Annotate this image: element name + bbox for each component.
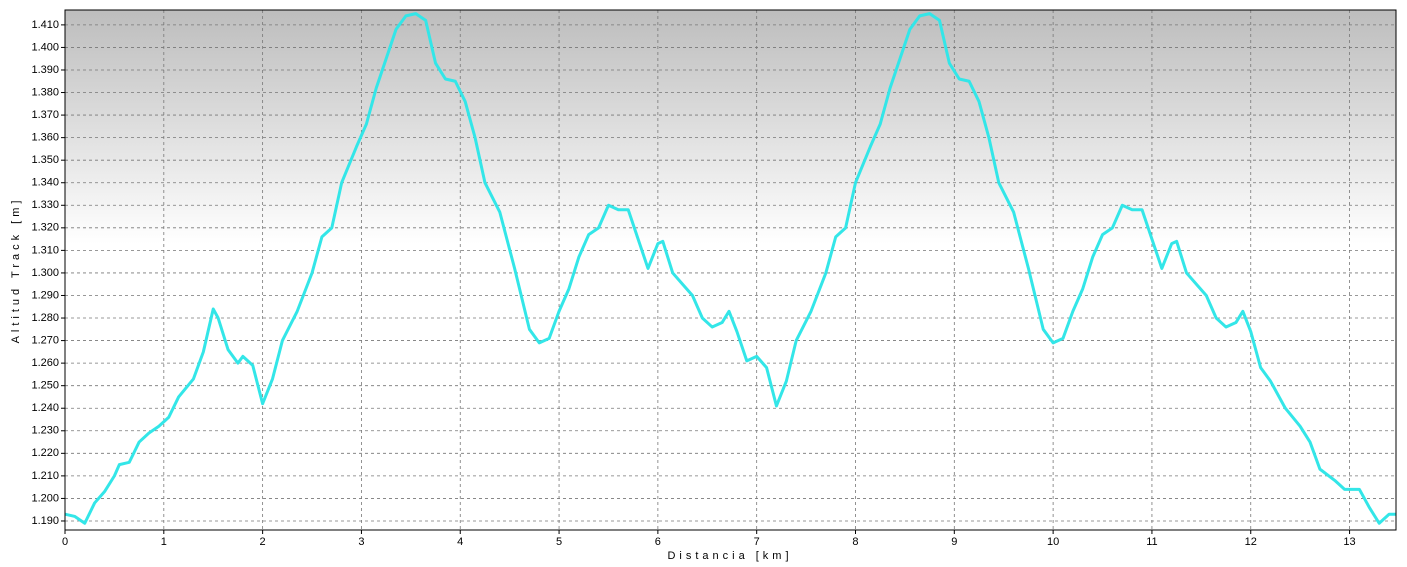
y-tick-label: 1.400 bbox=[31, 41, 59, 53]
x-tick-label: 11 bbox=[1146, 536, 1157, 548]
x-tick-label: 8 bbox=[852, 536, 858, 548]
plot-background bbox=[65, 10, 1396, 530]
x-tick-label: 5 bbox=[556, 536, 562, 548]
y-tick-label: 1.350 bbox=[31, 154, 59, 166]
y-axis-label: Altitud Track [m] bbox=[10, 197, 22, 344]
y-tick-label: 1.290 bbox=[31, 289, 59, 301]
x-tick-label: 4 bbox=[457, 536, 463, 548]
x-tick-label: 2 bbox=[260, 536, 266, 548]
x-tick-label: 9 bbox=[951, 536, 957, 548]
x-tick-label: 7 bbox=[754, 536, 760, 548]
y-tick-label: 1.220 bbox=[31, 447, 59, 459]
y-tick-label: 1.230 bbox=[31, 425, 59, 437]
x-tick-label: 10 bbox=[1047, 536, 1059, 548]
y-tick-label: 1.390 bbox=[31, 64, 59, 76]
marks bbox=[64, 12, 1396, 525]
y-tick-label: 1.380 bbox=[31, 86, 59, 98]
y-tick-label: 1.270 bbox=[31, 334, 59, 346]
y-tick-label: 1.370 bbox=[31, 109, 59, 121]
x-tick-label: 6 bbox=[655, 536, 661, 548]
y-tick-label: 1.250 bbox=[31, 380, 59, 392]
y-tick-label: 1.330 bbox=[31, 199, 59, 211]
y-tick-label: 1.280 bbox=[31, 312, 59, 324]
y-tick-label: 1.360 bbox=[31, 132, 59, 144]
x-tick-label: 12 bbox=[1245, 536, 1257, 548]
x-axis-label: Distancia [km] bbox=[667, 550, 792, 562]
y-tick-label: 1.200 bbox=[31, 492, 59, 504]
y-tick-label: 1.190 bbox=[31, 515, 59, 527]
elevation-line bbox=[64, 12, 1396, 525]
y-tick-label: 1.260 bbox=[31, 357, 59, 369]
y-tick-label: 1.240 bbox=[31, 402, 59, 414]
y-tick-label: 1.340 bbox=[31, 177, 59, 189]
y-tick-label: 1.300 bbox=[31, 267, 59, 279]
plot-frame bbox=[64, 9, 1397, 531]
x-tick-label: 13 bbox=[1343, 536, 1355, 548]
y-tick-label: 1.410 bbox=[31, 19, 59, 31]
x-tick-label: 1 bbox=[161, 536, 167, 548]
y-tick-label: 1.210 bbox=[31, 470, 59, 482]
y-tick-label: 1.320 bbox=[31, 222, 59, 234]
x-tick-label: 3 bbox=[358, 536, 364, 548]
x-tick-label: 0 bbox=[62, 536, 68, 548]
y-tick-label: 1.310 bbox=[31, 244, 59, 256]
